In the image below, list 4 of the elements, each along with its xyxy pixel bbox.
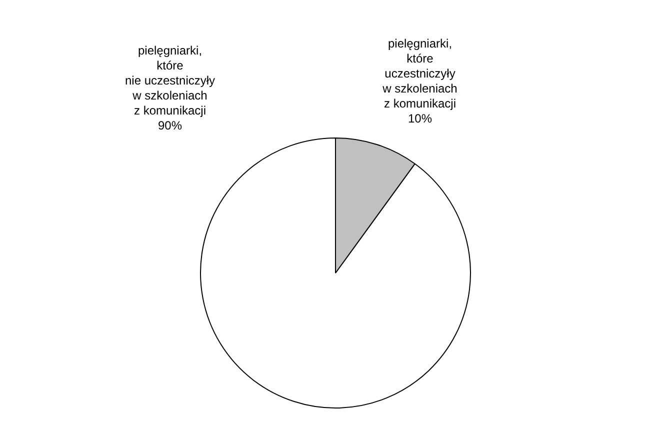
slice-label: pielęgniarki, które nie uczestniczyły w szkoleniach z komunikacji [124, 43, 216, 118]
data-label: 10% [408, 111, 432, 126]
slice-label: pielęgniarki, które uczestniczyły w szkoleniach z komunikacji [382, 36, 458, 110]
data-label: 90% [158, 118, 182, 132]
